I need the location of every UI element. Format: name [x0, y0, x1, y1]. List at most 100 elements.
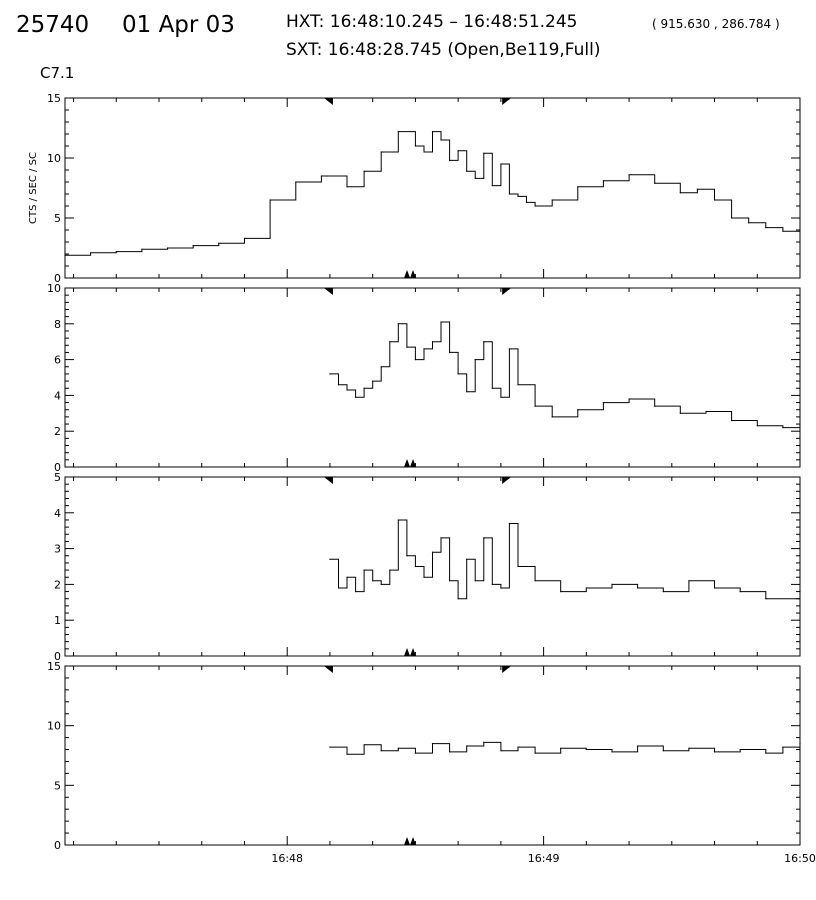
panel-1-point — [218, 242, 220, 244]
sxt-time: SXT: 16:48:28.745 (Open,Be119,Full) — [286, 40, 601, 60]
panel-3-point — [688, 580, 690, 582]
panel-1-point — [525, 201, 528, 203]
panel-1-point — [457, 150, 459, 152]
panel-3-ytick-label: 2 — [54, 578, 61, 591]
panel-3-point — [517, 565, 519, 568]
sxt-marker-left — [404, 270, 411, 278]
panel-2-point — [457, 373, 459, 375]
x-tick-label: 16:50 — [784, 852, 816, 865]
panel-1-point — [269, 199, 271, 201]
panel-1-point — [654, 182, 656, 184]
panel-4-point — [799, 743, 801, 745]
panel-2-point — [491, 387, 493, 389]
panel-2-point — [654, 405, 656, 407]
interval-end-marker — [502, 666, 512, 673]
panel-2-point — [397, 323, 399, 325]
panel-2-point — [355, 396, 357, 398]
panel-3-point — [329, 558, 331, 560]
panel-4-point — [611, 751, 613, 753]
panel-3-point — [372, 580, 374, 582]
panel-2-ytick-label: 6 — [54, 354, 61, 367]
panel-3-point — [483, 537, 485, 539]
panel-3-point — [500, 587, 502, 589]
panel-2-point — [551, 416, 553, 418]
panel-3-point — [346, 576, 348, 578]
flare-class: C7.1 — [40, 64, 75, 82]
sxt-marker-left — [404, 837, 411, 845]
panel-2-point — [440, 321, 442, 323]
panel-2-point — [346, 389, 348, 391]
panel-1-point — [500, 163, 502, 165]
panel-1-point — [534, 205, 536, 207]
panel-1-point — [414, 145, 416, 147]
panel-2-point — [508, 348, 510, 350]
panel-2-point — [423, 348, 425, 350]
panel-1-ytick-label: 0 — [54, 272, 61, 285]
panel-4-point — [397, 747, 399, 749]
panel-4-point — [517, 746, 519, 748]
panel-3-point — [534, 580, 536, 582]
panel-2-ytick-label: 0 — [54, 461, 61, 474]
panel-1-point — [295, 181, 297, 183]
panel-4-point — [534, 752, 536, 754]
event-date: 01 Apr 03 — [122, 12, 235, 38]
panel-1-point — [577, 186, 579, 188]
panel-1-point — [64, 254, 66, 256]
panel-1-point — [440, 139, 442, 141]
panel-2-frame — [64, 287, 801, 468]
panel-4-frame — [64, 665, 801, 846]
panel-3-ytick-label: 3 — [54, 543, 61, 556]
panel-1-series — [65, 131, 801, 256]
panel-3-point — [449, 580, 451, 582]
panel-4-point — [414, 752, 416, 754]
panel-3-point — [739, 591, 741, 593]
panel-1-point — [491, 185, 493, 187]
panel-1-point — [466, 170, 468, 172]
panel-3-point — [799, 591, 801, 593]
panel-4-point — [662, 750, 664, 752]
panel-3-point — [637, 587, 639, 589]
interval-end-marker — [502, 288, 512, 295]
panel-3-point — [713, 587, 716, 589]
interval-start-marker — [323, 666, 333, 673]
panel-3-ytick-label: 1 — [54, 614, 61, 627]
panel-4-point — [765, 752, 767, 754]
panel-2-point — [372, 380, 374, 382]
panel-2-point — [431, 341, 434, 343]
panel-1-point — [483, 152, 485, 154]
panel-4-point — [688, 747, 690, 749]
panel-3-point — [406, 555, 408, 557]
panel-2-point — [756, 425, 758, 427]
panel-2-point — [577, 409, 579, 411]
panel-4-ytick-label: 15 — [47, 660, 61, 673]
panel-3-point — [380, 583, 382, 586]
panel-3-point — [414, 565, 416, 568]
panel-2-ytick-label: 2 — [54, 425, 61, 438]
panel-2-point — [799, 425, 801, 427]
panel-1-point — [141, 248, 143, 250]
panel-3-point — [491, 583, 493, 586]
panel-4-series — [329, 741, 801, 755]
panel-1-ytick-label: 15 — [47, 92, 61, 105]
panel-4-point — [713, 751, 716, 753]
panel-1-point — [731, 217, 733, 219]
panel-2-point — [679, 412, 681, 414]
panel-1-ytick-label: 5 — [54, 212, 61, 225]
panel-3-point — [611, 583, 613, 586]
panel-3-point — [508, 522, 510, 525]
panel-3-point — [363, 569, 365, 571]
panel-1-point — [551, 199, 553, 201]
panel-4-point — [637, 745, 639, 747]
panel-4-point — [560, 747, 562, 749]
panel-1-point — [320, 175, 322, 177]
panel-3-point — [662, 591, 664, 593]
panel-2-point — [705, 410, 707, 413]
panel-1-point — [380, 151, 382, 153]
panel-1-point — [799, 235, 801, 237]
panel-1-point — [517, 195, 519, 197]
panel-3-point — [765, 598, 767, 600]
panel-1-point — [431, 131, 434, 133]
panel-3-series — [329, 519, 801, 600]
panel-2-ytick-label: 4 — [54, 389, 61, 402]
